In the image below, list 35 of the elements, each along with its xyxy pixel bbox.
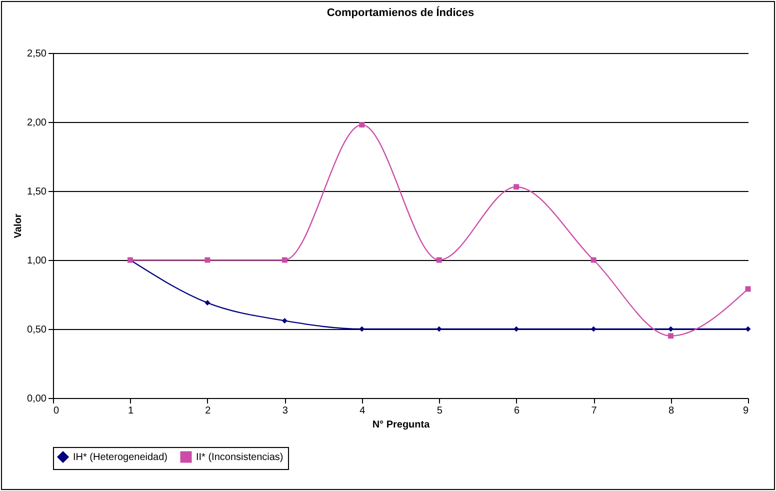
legend-label: IH* (Heterogeneidad): [73, 452, 168, 463]
point: [282, 257, 288, 263]
x-tick-label: 7: [591, 406, 598, 416]
y-tick-label: 2,00: [27, 118, 47, 128]
x-axis-title: N° Pregunta: [372, 420, 430, 430]
point: [204, 300, 210, 306]
y-tick-label: 0,00: [27, 394, 47, 404]
point: [436, 257, 442, 263]
x-tick-label: 2: [205, 406, 212, 416]
point: [590, 257, 596, 263]
point: [204, 257, 210, 263]
point: [359, 326, 365, 332]
x-tick-label: 9: [742, 406, 749, 416]
point: [359, 122, 365, 128]
point: [282, 318, 288, 324]
x-tick-label: 4: [360, 406, 366, 416]
y-tick-label: 2,50: [27, 48, 47, 60]
point: [745, 286, 751, 292]
x-tick-label: 8: [668, 406, 674, 416]
point: [668, 333, 674, 339]
point: [590, 326, 596, 332]
x-tick-label: 6: [514, 406, 520, 416]
point: [745, 326, 751, 332]
legend-label: II* (Inconsistencias): [196, 452, 284, 463]
y-tick-label: 1,50: [27, 186, 47, 198]
point: [436, 326, 442, 332]
x-tick-label: 0: [54, 406, 60, 416]
y-tick-label: 1,00: [27, 256, 47, 266]
x-tick-label: 1: [128, 406, 134, 416]
x-tick-label: 3: [282, 406, 288, 416]
point: [514, 184, 520, 190]
y-axis-title: Valor: [13, 214, 24, 238]
y-tick-label: 0,50: [27, 324, 47, 336]
x-tick-label: 5: [436, 406, 443, 416]
chart-title: Comportamienos de Índices: [326, 6, 474, 19]
